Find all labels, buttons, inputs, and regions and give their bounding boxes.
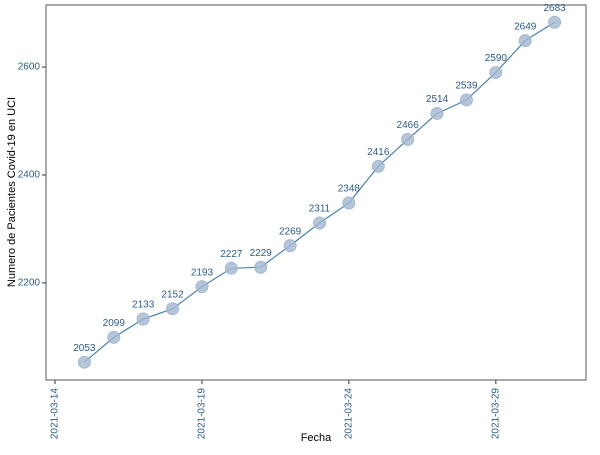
point	[401, 132, 415, 146]
y-tick-label: 2400	[18, 170, 41, 181]
y-axis-title: Numero de Pacientes Covid-19 en UCI	[6, 97, 18, 287]
data-label: 2590	[485, 53, 508, 64]
point	[430, 106, 444, 120]
point	[166, 302, 180, 316]
data-label: 2311	[309, 204, 331, 215]
data-label: 2539	[455, 81, 478, 92]
data-label: 2514	[426, 94, 449, 105]
point	[224, 261, 238, 275]
x-axis-title: Fecha	[301, 432, 332, 444]
point	[254, 260, 268, 274]
point	[136, 312, 150, 326]
x-tick-label: 2021-03-14	[50, 388, 61, 440]
data-label: 2269	[279, 226, 302, 237]
point	[518, 34, 532, 48]
data-label: 2649	[514, 21, 537, 32]
data-label: 2348	[338, 184, 361, 195]
y-tick-label: 2600	[18, 62, 41, 73]
data-label: 2053	[73, 343, 96, 354]
point	[371, 159, 385, 173]
point	[77, 355, 91, 369]
point	[195, 280, 209, 294]
point	[548, 15, 562, 29]
y-tick-label: 2200	[18, 278, 41, 289]
point	[283, 239, 297, 253]
x-tick-label: 2021-03-24	[344, 388, 355, 440]
x-tick-label: 2021-03-19	[197, 388, 208, 440]
point	[489, 65, 503, 79]
point	[459, 93, 473, 107]
data-label: 2193	[191, 267, 214, 278]
point	[107, 330, 121, 344]
data-label: 2416	[367, 147, 390, 158]
data-label: 2229	[250, 248, 273, 259]
data-label: 2683	[543, 3, 566, 14]
point	[313, 216, 326, 230]
data-label: 2466	[397, 120, 420, 131]
data-label: 2133	[132, 300, 155, 311]
data-label: 2152	[161, 289, 184, 300]
data-label: 2227	[220, 249, 243, 260]
point	[342, 196, 356, 210]
data-label: 2099	[103, 318, 126, 329]
x-tick-label: 2021-03-29	[490, 388, 501, 440]
